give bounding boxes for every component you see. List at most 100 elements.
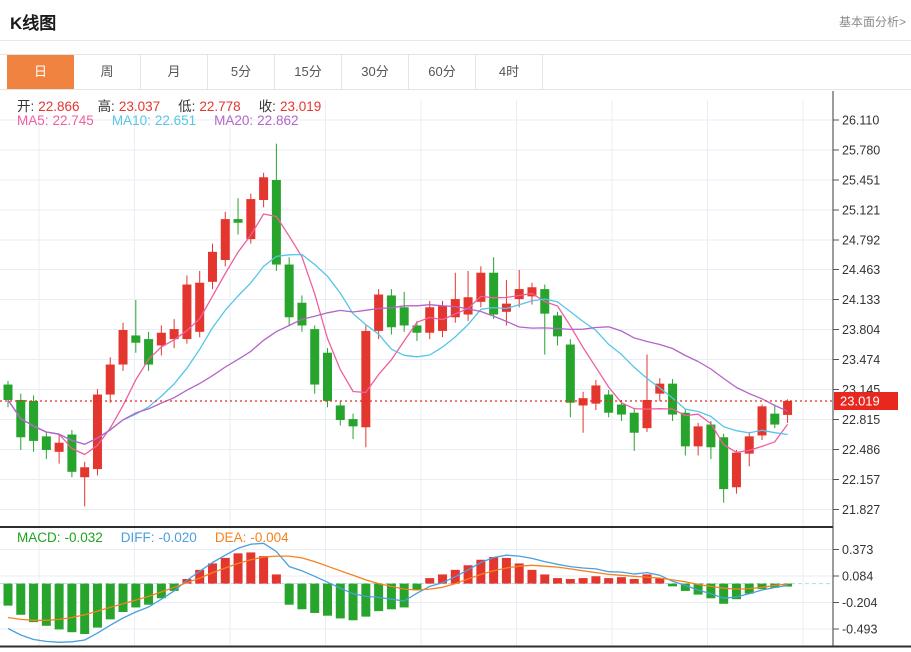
tab-15分[interactable]: 15分	[275, 55, 342, 89]
macd-bar	[540, 574, 550, 584]
macd-bar	[553, 578, 563, 584]
candle	[501, 303, 511, 312]
candle	[616, 404, 626, 415]
macd-bar	[399, 583, 409, 608]
axis-tick-label: 24.133	[842, 293, 880, 307]
timeframe-tabs: 日周月 5分 15分 30分 60分 4时	[0, 54, 911, 90]
macd-bar	[246, 552, 256, 584]
current-price-tag	[834, 392, 898, 410]
candle	[92, 394, 102, 470]
macd-bar	[783, 583, 793, 587]
macd-bar	[156, 583, 166, 599]
candle	[463, 297, 473, 315]
macd-bar	[105, 583, 115, 620]
axis-tick-label: 21.827	[842, 503, 880, 517]
macd-bar	[182, 579, 192, 584]
candle	[361, 330, 371, 428]
macd-bar	[655, 578, 665, 584]
candle	[693, 426, 703, 447]
macd-bar	[642, 574, 652, 584]
macd-bar	[463, 565, 473, 584]
macd-bar	[680, 583, 690, 591]
candle	[553, 315, 563, 337]
tab-30分[interactable]: 30分	[342, 55, 409, 89]
tab-日[interactable]: 日	[7, 55, 74, 89]
fundamental-analysis-link[interactable]: 基本面分析>	[838, 15, 906, 29]
diff-line	[7, 542, 788, 643]
candle	[207, 251, 217, 282]
macd-bar	[259, 556, 269, 584]
macd-bar	[757, 583, 767, 590]
tab-4时[interactable]: 4时	[476, 55, 543, 89]
candle	[527, 287, 537, 297]
macd-bar	[41, 583, 51, 626]
header: K线图 基本面分析>	[0, 0, 911, 41]
candle	[770, 413, 780, 425]
macd-bar	[131, 583, 141, 608]
candle	[425, 307, 435, 333]
ma20-line	[7, 304, 788, 445]
page-title: K线图	[10, 14, 57, 33]
candle	[680, 412, 690, 447]
candle	[220, 219, 230, 260]
kline-chart-canvas: 26.110 25.780 25.451 25.121 24.792 24.463 24.1…	[0, 91, 911, 648]
candle	[271, 180, 281, 265]
candle	[399, 307, 409, 326]
candle	[29, 400, 39, 441]
tab-月[interactable]: 月	[141, 55, 208, 89]
ma5-line	[7, 213, 789, 456]
candle	[105, 364, 115, 395]
candle	[668, 383, 678, 415]
candle	[783, 401, 793, 415]
candle	[591, 385, 601, 404]
axis-tick-label: -0.204	[842, 596, 877, 610]
chart-area: 26.110 25.780 25.451 25.121 24.792 24.463 24.1…	[0, 91, 911, 652]
axis-tick-label: 24.463	[842, 263, 880, 277]
macd-bar	[67, 583, 77, 633]
candle	[131, 335, 141, 343]
candle	[476, 272, 486, 302]
candles-layer	[3, 143, 793, 507]
candle	[578, 398, 588, 406]
macd-bar	[310, 583, 320, 613]
macd-bar	[361, 583, 371, 617]
tab-5分[interactable]: 5分	[208, 55, 275, 89]
macd-bar	[207, 563, 217, 584]
candle	[144, 339, 154, 365]
candle	[565, 344, 575, 403]
axis-tick-label: 22.815	[842, 413, 880, 427]
candle	[3, 384, 13, 400]
macd-bar	[284, 583, 294, 605]
candle	[259, 177, 269, 200]
candle	[67, 434, 77, 472]
axis-labels-layer: 26.110 25.780 25.451 25.121 24.792 24.463 24.1…	[833, 114, 880, 636]
candle	[80, 467, 90, 478]
candle	[706, 424, 716, 448]
candle	[297, 302, 307, 326]
macd-bar	[348, 583, 358, 621]
macd-bar	[54, 583, 64, 630]
macd-bar	[616, 577, 626, 584]
macd-bar	[706, 583, 716, 599]
macd-bar	[195, 569, 205, 584]
axis-tick-label: 22.486	[842, 443, 880, 457]
macd-bar	[118, 583, 128, 613]
tab-60分[interactable]: 60分	[409, 55, 476, 89]
candle	[412, 325, 422, 333]
axis-tick-label: 24.792	[842, 233, 880, 247]
macd-bar	[3, 583, 13, 606]
macd-bar	[527, 569, 537, 584]
axis-tick-label: 26.110	[842, 114, 879, 128]
candle	[310, 329, 320, 385]
macd-bar	[425, 578, 435, 584]
tab-周[interactable]: 周	[74, 55, 141, 89]
macd-bar	[220, 557, 230, 584]
macd-bar	[271, 574, 281, 584]
candle	[514, 289, 524, 300]
axis-tick-label: 22.157	[842, 473, 880, 487]
macd-bar	[578, 578, 588, 584]
candle	[323, 352, 332, 401]
macd-bar	[719, 583, 729, 604]
candle	[438, 305, 448, 331]
